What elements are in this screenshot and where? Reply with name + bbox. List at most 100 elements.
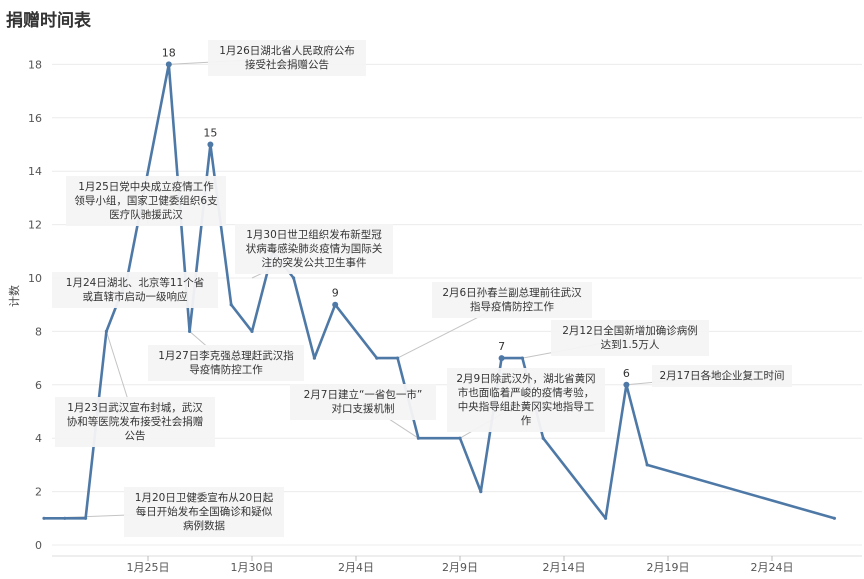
annotation-text: 注的突发公共卫生事件 <box>262 256 367 269</box>
data-labels: 18 15 9 7 6 <box>162 46 630 388</box>
annotation-box <box>148 345 304 381</box>
annotation: 2月7日建立“一省包一市”对口支援机制 <box>290 384 436 420</box>
annotation-box <box>290 384 436 420</box>
data-point <box>292 276 296 280</box>
annotation-box <box>124 487 284 537</box>
data-label: 6 <box>623 367 630 380</box>
data-point <box>541 436 545 440</box>
annotation-text: 医疗队驰援武汉 <box>109 208 183 221</box>
annotation-box <box>447 368 605 432</box>
annotation-text: 导疫情防控工作 <box>189 363 263 376</box>
annotation-box <box>208 40 366 76</box>
annotation-box <box>66 176 226 226</box>
annotation-text: 2月12日全国新增加确诊病例 <box>562 324 698 337</box>
y-axis-label: 计数 <box>8 285 21 307</box>
annotation-text: 1月20日卫健委宣布从20日起 <box>135 491 274 504</box>
annotation-text: 达到1.5万人 <box>601 339 660 351</box>
annotation-text: 接受社会捐赠公告 <box>245 58 329 71</box>
y-tick-label: 4 <box>35 432 42 445</box>
data-point <box>188 329 192 333</box>
annotation-text: 2月17日各地企业复工时间 <box>659 369 784 382</box>
data-point <box>458 436 462 440</box>
y-tick-label: 6 <box>35 379 42 392</box>
data-point <box>84 516 88 520</box>
data-point <box>312 356 316 360</box>
annotation-box <box>235 224 393 274</box>
annotation-text: 1月25日党中央成立疫情工作 <box>78 180 214 193</box>
data-label-marker <box>623 381 630 388</box>
data-label-marker <box>332 301 339 308</box>
y-tick-label: 14 <box>28 165 42 178</box>
data-label-marker <box>498 355 505 362</box>
annotation-text: 病例数据 <box>183 519 225 532</box>
data-label: 7 <box>498 340 505 353</box>
data-point <box>63 516 67 520</box>
annotation-text: 作 <box>521 415 532 427</box>
data-point <box>479 490 483 494</box>
annotation-text: 领导小组，国家卫健委组织6支 <box>74 194 218 207</box>
y-tick-label: 0 <box>35 539 42 552</box>
annotation-text: 协和等医院发布接受社会捐赠 <box>67 415 204 428</box>
annotation-box <box>432 282 592 318</box>
data-point <box>396 356 400 360</box>
y-axis: 0 2 4 6 8 10 12 14 16 18 <box>28 58 42 552</box>
data-point <box>250 329 254 333</box>
x-axis: 1月25日 1月30日 2月4日 2月9日 2月14日 2月19日 2月24日 <box>52 555 862 574</box>
annotation-text: 状病毒感染肺炎疫情为国际关 <box>246 242 383 255</box>
annotation: 2月9日除武汉外，湖北省黄冈市也面临着严峻的疫情考验，中央指导组赴黄冈实地指导工… <box>447 368 605 432</box>
annotation-text: 1月27日李克强总理赶武汉指 <box>158 349 294 362</box>
data-point <box>645 463 649 467</box>
y-tick-label: 16 <box>28 112 42 125</box>
annotation: 2月17日各地企业复工时间 <box>652 365 792 387</box>
x-tick-label: 1月30日 <box>231 561 274 574</box>
data-label: 15 <box>203 127 217 140</box>
data-point <box>832 516 837 520</box>
annotation-box <box>55 397 215 447</box>
chart-title: 捐赠时间表 <box>6 11 91 31</box>
data-point <box>520 356 525 360</box>
annotation-text: 对口支援机制 <box>332 402 395 415</box>
annotation-text: 市也面临着严峻的疫情考验， <box>458 386 595 399</box>
data-label-marker <box>207 141 214 148</box>
data-label-marker <box>165 61 172 68</box>
annotation-text: 中央指导组赴黄冈实地指导工 <box>458 400 595 413</box>
annotation-text: 1月23日武汉宣布封城，武汉 <box>67 401 203 414</box>
data-label: 18 <box>162 46 176 59</box>
y-tick-label: 12 <box>28 219 42 232</box>
annotation-text: 1月24日湖北、北京等11个省 <box>66 276 204 289</box>
y-tick-label: 2 <box>35 486 42 499</box>
data-point <box>104 329 108 333</box>
x-tick-label: 2月14日 <box>543 561 586 574</box>
annotation-text: 2月6日孙春兰副总理前往武汉 <box>442 286 582 299</box>
annotation-text: 1月26日湖北省人民政府公布 <box>219 44 355 57</box>
annotation-text: 每日开始发布全国确诊和疑似 <box>136 505 273 518</box>
x-tick-label: 2月24日 <box>751 561 794 574</box>
annotation-text: 指导疫情防控工作 <box>470 300 554 313</box>
annotation-text: 公告 <box>125 429 146 442</box>
annotation-text: 1月30日世卫组织发布新型冠 <box>246 228 382 241</box>
x-tick-label: 1月25日 <box>127 561 170 574</box>
annotation-text: 2月7日建立“一省包一市” <box>304 388 423 401</box>
y-tick-label: 8 <box>35 325 42 338</box>
data-point <box>604 516 608 520</box>
annotation-text: 2月9日除武汉外，湖北省黄冈 <box>456 372 595 385</box>
x-tick-label: 2月4日 <box>338 561 374 574</box>
data-point <box>42 516 46 520</box>
x-tick-label: 2月19日 <box>647 561 690 574</box>
y-tick-label: 10 <box>28 272 42 285</box>
annotation-box <box>652 365 792 387</box>
x-tick-label: 2月9日 <box>442 561 478 574</box>
annotation-box <box>52 272 218 308</box>
data-point <box>375 356 379 360</box>
